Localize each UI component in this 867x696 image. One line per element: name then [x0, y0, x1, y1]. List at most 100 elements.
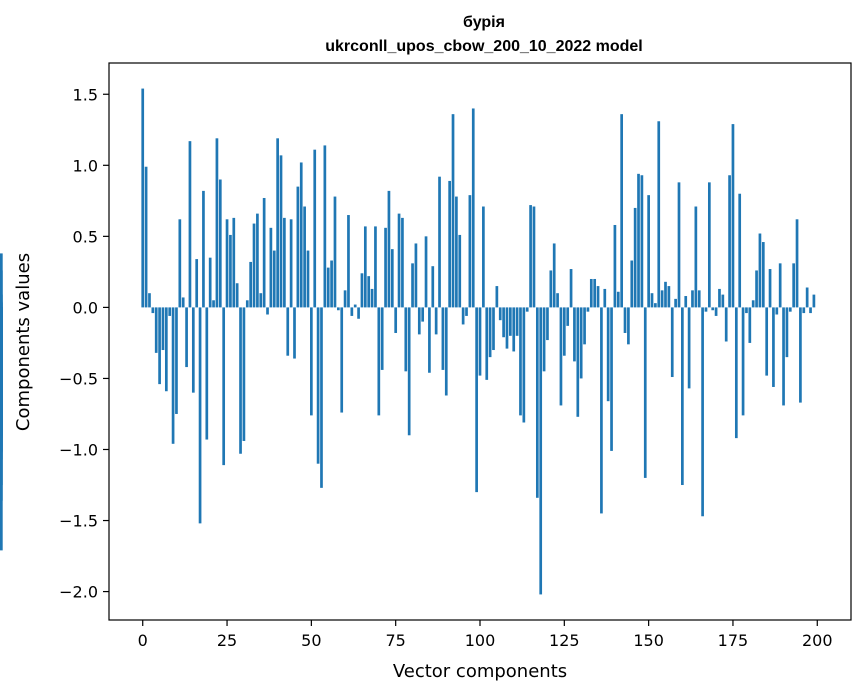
- bar-31: [245, 300, 249, 308]
- bar-91: [448, 180, 451, 308]
- bar-192: [788, 307, 792, 312]
- bar-151: [650, 293, 654, 308]
- bar-58: [336, 307, 340, 311]
- bar-156: [667, 286, 671, 308]
- bar-190: [782, 307, 785, 406]
- bar-90: [444, 307, 448, 396]
- bar-69: [374, 226, 377, 308]
- bar-54: [323, 145, 327, 308]
- bar-3: [151, 307, 155, 314]
- bar-49: [306, 250, 310, 308]
- bar-162: [687, 307, 691, 389]
- bar-185: [765, 307, 769, 376]
- bar-195: [799, 307, 802, 403]
- bar-26: [229, 234, 232, 308]
- bar-10: [175, 307, 178, 414]
- bar-37: [266, 307, 269, 315]
- bar-1: [144, 166, 148, 308]
- bar-139: [610, 307, 613, 451]
- bar-14: [188, 141, 192, 308]
- bar-59: [340, 307, 344, 413]
- bar-145: [630, 260, 634, 308]
- bar-191: [785, 307, 789, 358]
- bar-168: [707, 182, 711, 308]
- bar-123: [556, 293, 559, 308]
- bar-74: [390, 249, 394, 308]
- bar-170: [714, 307, 718, 316]
- bar-38: [269, 227, 273, 308]
- bar-2: [148, 293, 151, 308]
- bar-47: [299, 162, 303, 308]
- bar-66: [363, 226, 367, 308]
- chart-title: бурія: [463, 14, 505, 31]
- bar-16: [195, 259, 199, 308]
- bar-78: [404, 307, 408, 372]
- y-tick-label: 1.5: [73, 85, 98, 104]
- bar-20: [208, 257, 212, 308]
- bar-75: [394, 307, 398, 333]
- bar-147: [637, 173, 640, 308]
- bar-117: [535, 307, 539, 498]
- bar-24: [222, 307, 226, 466]
- bar-57: [333, 196, 337, 308]
- chart-subtitle: ukrconll_upos_cbow_200_10_2022 model: [325, 38, 642, 55]
- bar-108: [505, 307, 509, 349]
- bar-130: [579, 307, 583, 379]
- x-tick-label: 75: [386, 631, 406, 650]
- bar-89: [441, 307, 445, 370]
- bar-4: [154, 307, 158, 353]
- x-tick-label: 150: [633, 631, 664, 650]
- bar-103: [488, 307, 492, 358]
- bar-121: [549, 270, 553, 308]
- bar-45: [293, 307, 296, 359]
- bar-83: [421, 307, 425, 322]
- bar-160: [681, 307, 684, 486]
- y-tick-label: −1.5: [59, 512, 98, 531]
- bar-18: [202, 190, 205, 308]
- bar-73: [387, 190, 391, 308]
- bar-173: [724, 307, 728, 342]
- bar-11: [178, 219, 182, 308]
- bar-148: [640, 175, 644, 308]
- bar-183: [758, 233, 762, 308]
- bar-217: [0, 270, 3, 308]
- bar-152: [654, 303, 657, 308]
- bar-81: [414, 243, 418, 308]
- bar-186: [768, 269, 772, 308]
- bar-142: [620, 114, 624, 308]
- bar-52: [316, 307, 320, 464]
- bar-93: [455, 196, 458, 308]
- bar-143: [623, 307, 627, 333]
- x-tick-label: 25: [217, 631, 237, 650]
- bar-189: [778, 263, 782, 308]
- bar-85: [428, 307, 431, 373]
- bar-88: [438, 176, 441, 308]
- bar-153: [657, 121, 661, 308]
- bar-157: [670, 307, 674, 378]
- bar-80: [411, 263, 414, 308]
- y-axis-label: Components values: [13, 253, 34, 431]
- bar-129: [576, 307, 580, 417]
- bar-55: [326, 267, 330, 308]
- bar-29: [239, 307, 242, 454]
- bar-82: [417, 307, 421, 335]
- bar-174: [728, 175, 731, 308]
- bar-22: [215, 138, 219, 308]
- bar-67: [367, 276, 371, 308]
- x-tick-label: 0: [138, 631, 148, 650]
- bar-122: [552, 243, 556, 308]
- bar-102: [485, 307, 489, 380]
- bar-21: [212, 300, 215, 308]
- bar-146: [633, 207, 637, 308]
- bar-140: [613, 224, 617, 308]
- bar-53: [320, 307, 323, 488]
- bar-84: [424, 236, 428, 308]
- bar-61: [347, 215, 350, 308]
- y-tick-label: −1.0: [59, 440, 98, 459]
- bar-65: [360, 273, 364, 308]
- bar-86: [431, 266, 435, 308]
- bar-72: [384, 227, 387, 308]
- bar-198: [809, 307, 812, 314]
- bar-199: [812, 294, 816, 308]
- bar-172: [721, 294, 725, 308]
